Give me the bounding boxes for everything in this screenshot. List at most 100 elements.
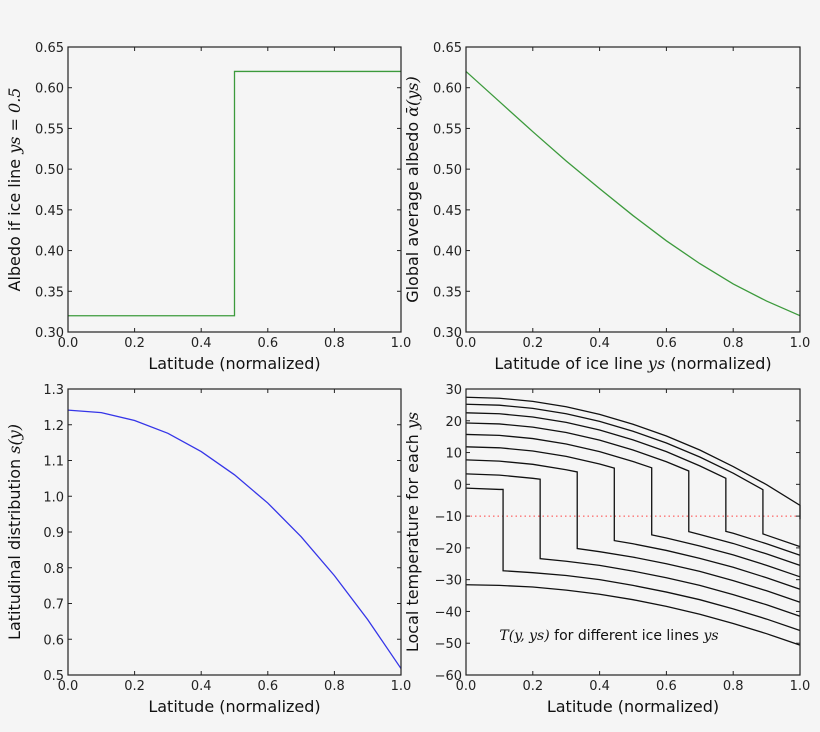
plot-frame bbox=[465, 388, 801, 676]
label-segment: Latitude (normalized) bbox=[547, 697, 719, 716]
x-tick-label: 1.0 bbox=[790, 679, 811, 694]
label-segment: Global average albedo bbox=[403, 117, 422, 303]
label-segment: ys bbox=[647, 354, 665, 373]
x-tick-label: 1.0 bbox=[391, 679, 412, 694]
label-segment: (normalized) bbox=[665, 354, 771, 373]
x-tick-label: 0.8 bbox=[723, 336, 744, 351]
plot-frame bbox=[67, 388, 402, 676]
y-tick-label: 0.50 bbox=[35, 163, 64, 178]
y-tick-label: 0.65 bbox=[35, 41, 64, 56]
x-tick-label: 0.6 bbox=[656, 336, 677, 351]
x-tick-label: 0.0 bbox=[58, 336, 79, 351]
x-tick-label: 0.6 bbox=[257, 336, 278, 351]
y-axis-label: Local temperature for each ys bbox=[403, 412, 422, 652]
label-segment: ys bbox=[403, 412, 422, 430]
label-segment: Latitude (normalized) bbox=[148, 354, 320, 373]
y-tick-label: 0.45 bbox=[35, 204, 64, 219]
series-line bbox=[465, 433, 801, 578]
y-axis-label: Latitudinal distribution s(y) bbox=[5, 424, 24, 640]
series-line bbox=[465, 396, 801, 520]
x-tick-label: 0.6 bbox=[656, 679, 677, 694]
y-tick-label: 10 bbox=[445, 447, 462, 462]
y-tick-label: 1.3 bbox=[43, 383, 64, 398]
label-segment: ys = 0.5 bbox=[5, 88, 24, 155]
series-line bbox=[67, 409, 402, 669]
label-segment: s(y) bbox=[5, 424, 24, 454]
y-tick-label: 1.1 bbox=[43, 455, 64, 470]
y-tick-label: 0.35 bbox=[35, 285, 64, 300]
label-segment: Latitude of ice line bbox=[494, 354, 648, 373]
y-tick-label: 0.45 bbox=[433, 204, 462, 219]
x-tick-label: 0.2 bbox=[124, 336, 145, 351]
x-tick-label: 0.2 bbox=[124, 679, 145, 694]
x-tick-label: 0.4 bbox=[191, 679, 212, 694]
insolation-distribution-plot: 0.0 0.2 0.4 0.6 0.8 1.0 0.5 0.6 0.7 0.8 0.9 1.0 1.1 1… bbox=[5, 383, 411, 716]
y-tick-label: 0.60 bbox=[35, 82, 64, 97]
series-line bbox=[465, 584, 801, 646]
x-tick-label: 0.0 bbox=[58, 679, 79, 694]
y-tick-label: 0.65 bbox=[433, 41, 462, 56]
series-line bbox=[465, 403, 801, 548]
x-tick-label: 1.0 bbox=[790, 336, 811, 351]
series-line bbox=[465, 487, 801, 632]
x-tick-label: 0.4 bbox=[589, 679, 610, 694]
plot-frame bbox=[465, 46, 801, 333]
y-tick-label: 0.40 bbox=[35, 245, 64, 260]
local-temperature-plot: 0.0 0.2 0.4 0.6 0.8 1.0 −60 −50 −40 −30 −20 −10 0 10 2… bbox=[403, 383, 810, 716]
global-albedo-plot: 0.0 0.2 0.4 0.6 0.8 1.0 0.30 0.35 0.40 0.45 0.50 0.… bbox=[403, 41, 810, 373]
x-tick-label: 0.8 bbox=[324, 679, 345, 694]
y-tick-label: −50 bbox=[435, 637, 462, 652]
series-line bbox=[465, 459, 801, 603]
plot-frame bbox=[67, 46, 402, 333]
y-tick-label: −10 bbox=[435, 510, 462, 525]
y-tick-label: 0.5 bbox=[43, 669, 64, 684]
label-segment: ᾱ(ys) bbox=[403, 76, 422, 117]
y-tick-label: 0.9 bbox=[43, 526, 64, 541]
y-tick-label: 0.6 bbox=[43, 633, 64, 648]
x-axis-label: Latitude (normalized) bbox=[148, 354, 320, 373]
y-tick-label: 0.55 bbox=[433, 122, 462, 137]
series-line bbox=[465, 70, 801, 317]
y-tick-label: 1.0 bbox=[43, 490, 64, 505]
label-segment: Latitudinal distribution bbox=[5, 454, 24, 640]
y-tick-label: 0.30 bbox=[35, 326, 64, 341]
y-tick-label: 0.60 bbox=[433, 82, 462, 97]
y-tick-label: −40 bbox=[435, 605, 462, 620]
x-tick-label: 0.8 bbox=[723, 679, 744, 694]
x-axis-label: Latitude (normalized) bbox=[148, 697, 320, 716]
x-tick-label: 0.2 bbox=[522, 679, 543, 694]
albedo-step-plot: 0.0 0.2 0.4 0.6 0.8 1.0 0.30 0.35 0.40 0.45 0.50 0.… bbox=[5, 41, 411, 373]
x-tick-label: 0.2 bbox=[522, 336, 543, 351]
series-line bbox=[465, 446, 801, 590]
label-segment: Albedo if ice line bbox=[5, 154, 24, 292]
y-tick-label: −60 bbox=[435, 669, 462, 684]
y-tick-label: −30 bbox=[435, 574, 462, 589]
x-tick-label: 0.0 bbox=[456, 679, 477, 694]
y-tick-label: 0.30 bbox=[433, 326, 462, 341]
y-tick-label: 0.7 bbox=[43, 598, 64, 613]
label-segment: Latitude (normalized) bbox=[148, 697, 320, 716]
y-tick-label: 0.40 bbox=[433, 245, 462, 260]
x-tick-label: 0.0 bbox=[456, 336, 477, 351]
y-tick-label: 0.8 bbox=[43, 562, 64, 577]
x-axis-label: Latitude of ice line ys (normalized) bbox=[494, 354, 771, 373]
series-line bbox=[465, 412, 801, 556]
y-tick-label: 0.55 bbox=[35, 122, 64, 137]
y-tick-label: −20 bbox=[435, 542, 462, 557]
y-tick-label: 30 bbox=[445, 383, 462, 398]
y-tick-label: 0.50 bbox=[433, 163, 462, 178]
series-line bbox=[68, 70, 401, 317]
x-tick-label: 0.6 bbox=[257, 679, 278, 694]
label-segment: Local temperature for each bbox=[403, 429, 422, 652]
series-line bbox=[465, 422, 801, 566]
x-tick-label: 1.0 bbox=[391, 336, 412, 351]
label-segment: for different ice lines bbox=[550, 628, 704, 644]
annotation: T(y, ys) for different ice lines ys bbox=[499, 628, 718, 644]
y-tick-label: 0 bbox=[454, 478, 462, 493]
y-tick-label: 20 bbox=[445, 415, 462, 430]
x-tick-label: 0.4 bbox=[589, 336, 610, 351]
y-axis-label: Global average albedo ᾱ(ys) bbox=[403, 76, 422, 303]
y-axis-label: Albedo if ice line ys = 0.5 bbox=[5, 88, 24, 292]
y-tick-label: 0.35 bbox=[433, 285, 462, 300]
